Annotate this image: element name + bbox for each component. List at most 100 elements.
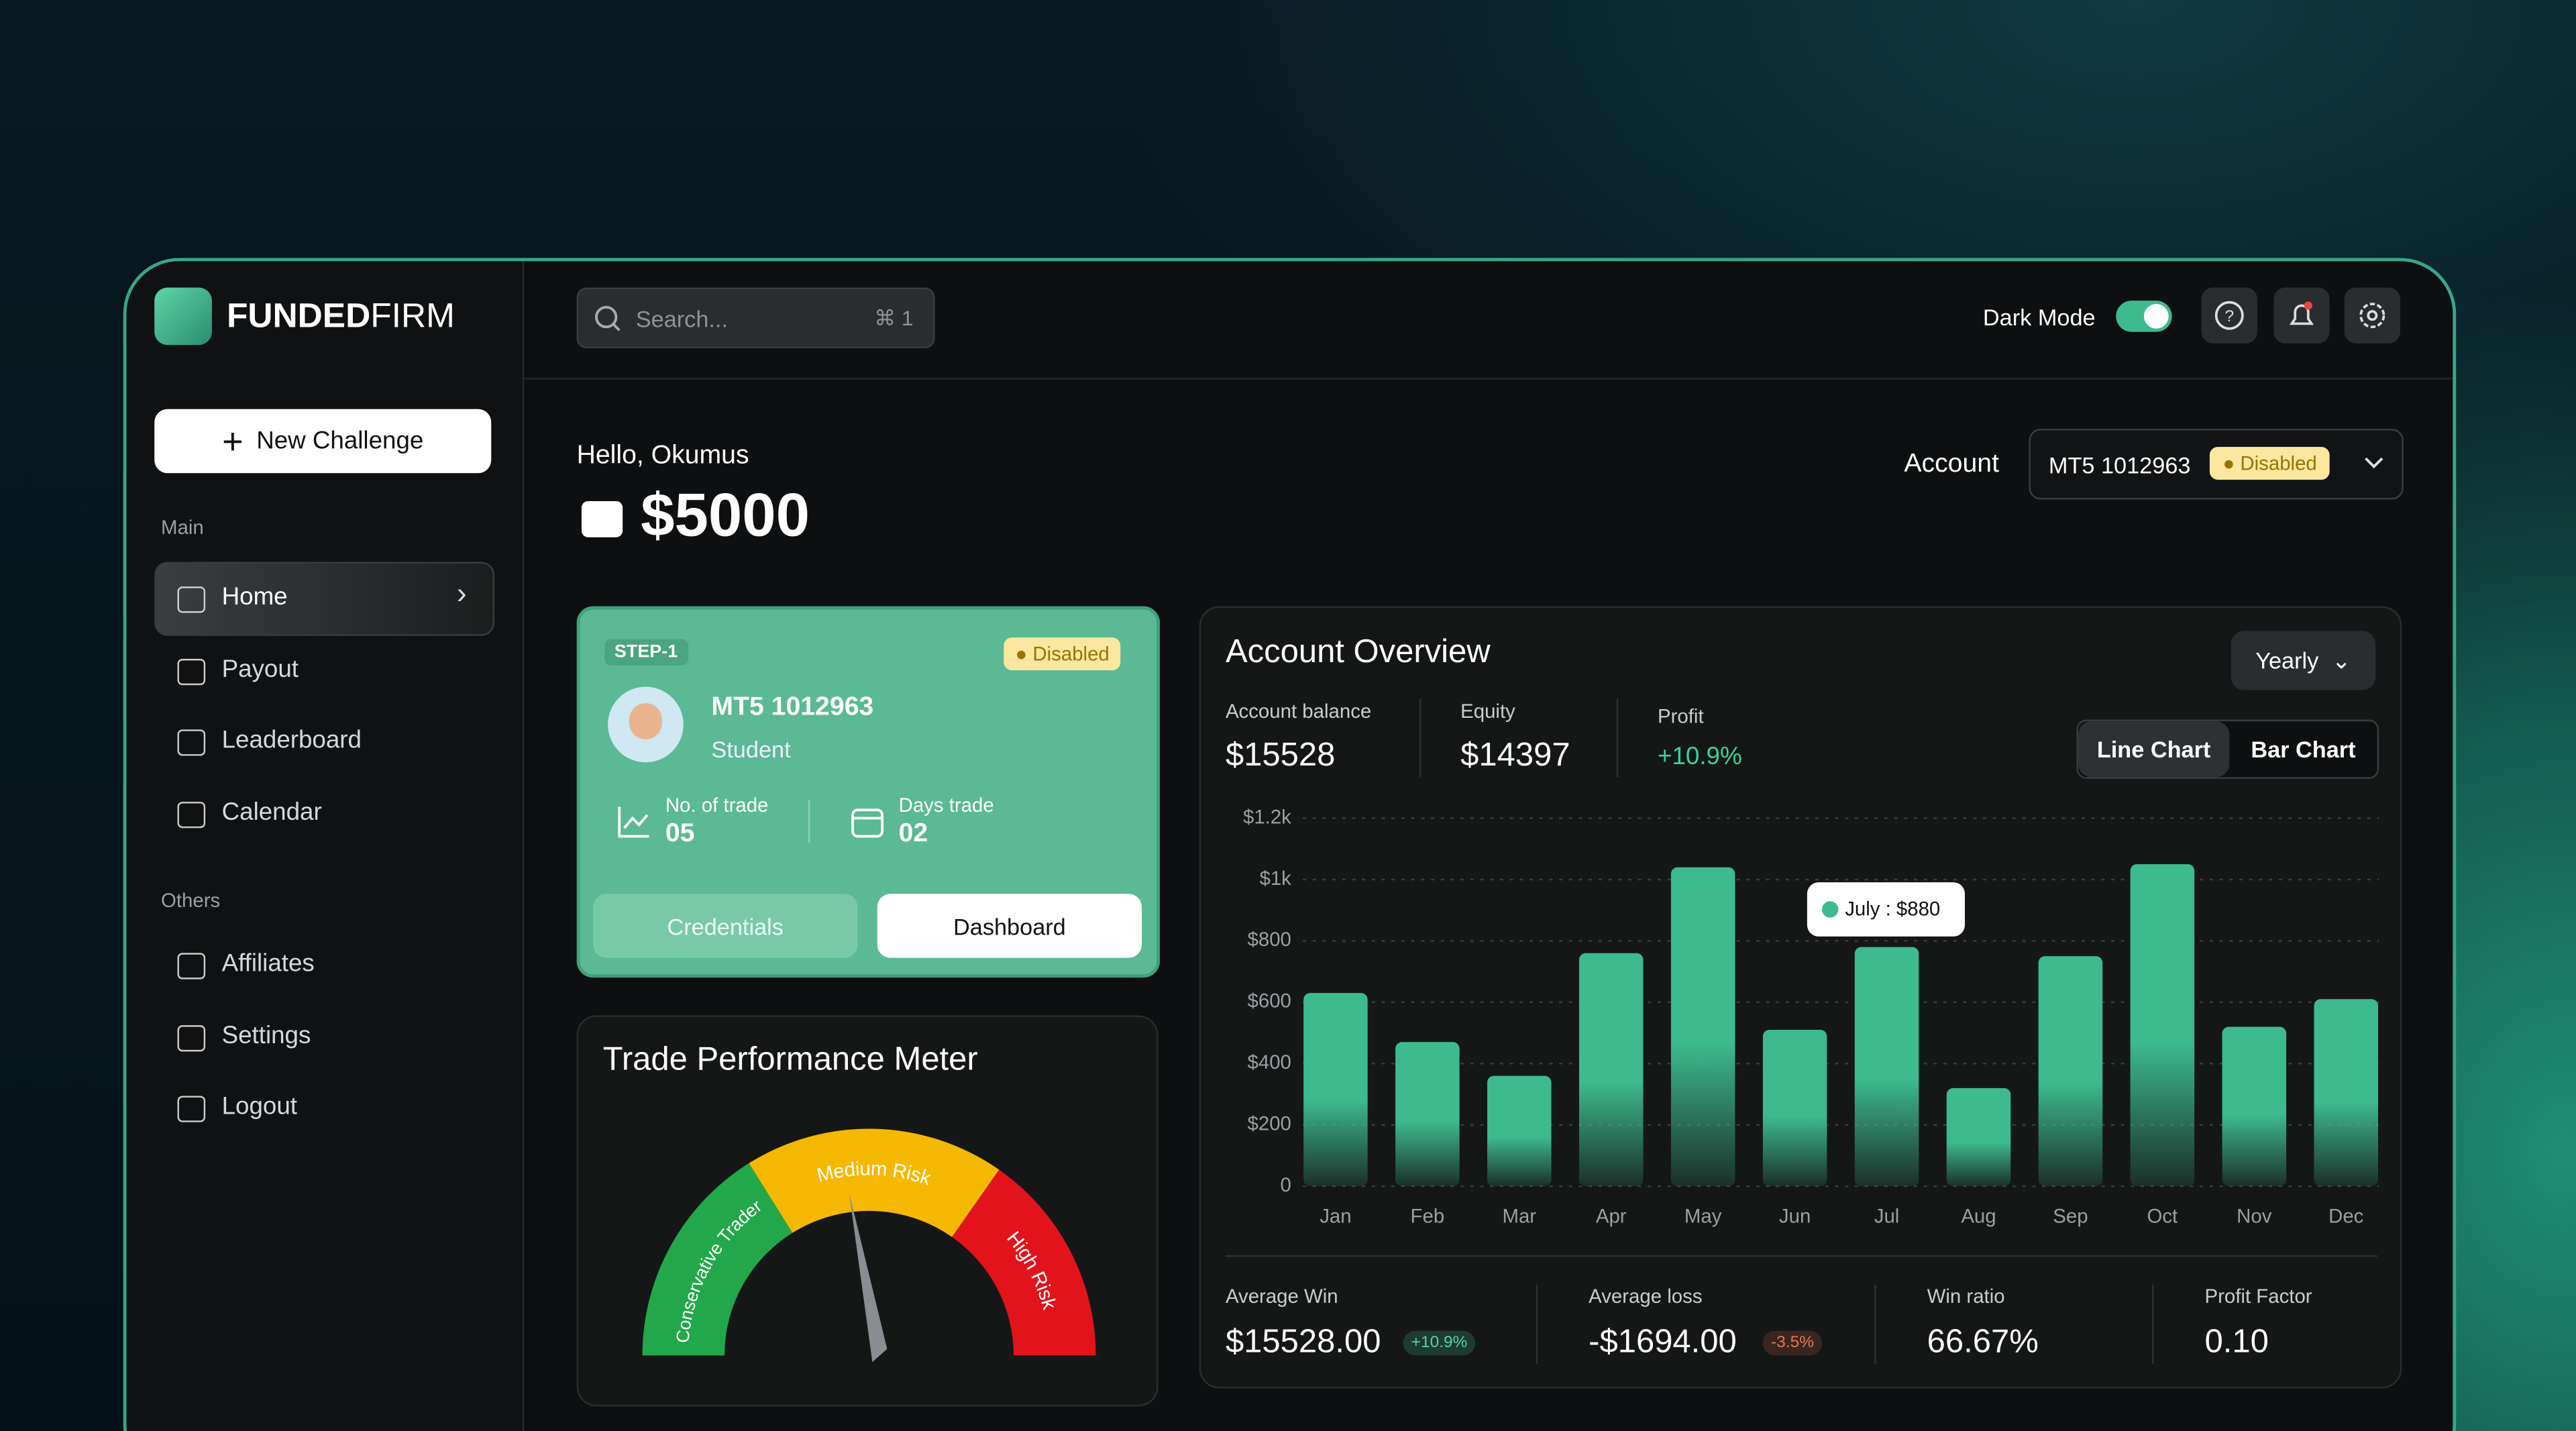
- search-box[interactable]: Search... ⌘ 1: [576, 287, 935, 349]
- nav-icon: [177, 657, 206, 685]
- summary-label: Profit Factor: [2204, 1285, 2312, 1308]
- chart-icon: [618, 806, 649, 838]
- greeting: Hello, Okumus: [576, 441, 749, 470]
- dropdown-icon: [2365, 457, 2383, 469]
- nav-icon: [177, 800, 206, 828]
- period-select[interactable]: Yearly ⌄: [2231, 631, 2376, 690]
- divider: [1536, 1285, 1538, 1364]
- step-card: STEP-1 ● Disabled MT5 1012963 Student No…: [576, 606, 1160, 978]
- divider: [1419, 698, 1421, 778]
- gear-icon: [2359, 303, 2385, 329]
- app-window: FUNDEDFIRM + New Challenge Main › Others …: [123, 258, 2457, 1431]
- avatar: [608, 686, 684, 763]
- logo: [154, 287, 212, 346]
- toggle-label: Bar Chart: [2251, 736, 2356, 763]
- summary-label: Average Win: [1225, 1285, 1338, 1308]
- summary-label: Win ratio: [1927, 1285, 2005, 1308]
- change-badge: -3.5%: [1762, 1330, 1823, 1356]
- meter-card: Trade Performance Meter Conservative Tra…: [576, 1015, 1159, 1407]
- bell-icon: [2289, 301, 2314, 325]
- step-badge: STEP-1: [604, 639, 688, 666]
- wallet-icon: [581, 500, 623, 537]
- new-challenge-button[interactable]: + New Challenge: [154, 409, 492, 474]
- nav-icon: [177, 586, 206, 613]
- help-icon: ?: [2214, 301, 2244, 330]
- nav-item[interactable]: Logout: [221, 1092, 297, 1121]
- nav-icon: [177, 1096, 206, 1122]
- svg-text:?: ?: [2224, 307, 2234, 325]
- account-id: MT5 1012963: [2048, 452, 2191, 478]
- change-badge: +10.9%: [1403, 1330, 1476, 1356]
- button-label: Credentials: [667, 912, 784, 939]
- status-badge: ● Disabled: [1004, 637, 1121, 671]
- plus-icon: +: [222, 419, 244, 461]
- divider: [524, 378, 2453, 380]
- nav-icon: [177, 1024, 206, 1051]
- summary-value: 66.67%: [1927, 1324, 2039, 1361]
- shortcut: ⌘ 1: [874, 305, 914, 331]
- notification-button[interactable]: [2273, 287, 2330, 343]
- divider: [2152, 1285, 2154, 1364]
- gauge-segment: [642, 1163, 793, 1356]
- account-select[interactable]: MT5 1012963 ● Disabled: [2029, 429, 2404, 500]
- section-label: Main: [161, 515, 204, 539]
- summary-label: Average loss: [1589, 1285, 1703, 1308]
- overview-title: Account Overview: [1225, 634, 1491, 671]
- search-placeholder: Search...: [635, 305, 728, 332]
- stat-value: $15528: [1225, 737, 1336, 774]
- dashboard-button[interactable]: Dashboard: [877, 894, 1142, 958]
- nav-item[interactable]: Affiliates: [221, 949, 315, 978]
- toggle-option[interactable]: Line Chart: [2078, 721, 2230, 778]
- stat-value: $14397: [1460, 737, 1570, 774]
- divider: [808, 800, 810, 843]
- summary-value: -$1694.00: [1589, 1324, 1737, 1361]
- toggle-option[interactable]: Bar Chart: [2229, 721, 2377, 777]
- settings-button[interactable]: [2344, 287, 2400, 343]
- balance: $5000: [641, 481, 810, 549]
- account-label: Account: [1904, 450, 1999, 478]
- nav-item[interactable]: Home: [221, 583, 288, 612]
- button-label: New Challenge: [256, 427, 424, 456]
- nav-item[interactable]: Calendar: [221, 797, 322, 826]
- gauge-segment: [952, 1169, 1096, 1356]
- toggle-label: Line Chart: [2096, 736, 2211, 763]
- divider: [1616, 698, 1619, 778]
- avatar-face: [629, 703, 662, 740]
- card-account-id: MT5 1012963: [711, 693, 874, 722]
- nav-item[interactable]: Settings: [221, 1021, 311, 1049]
- stat-value: +10.9%: [1658, 742, 1742, 771]
- stat-label: Account balance: [1225, 700, 1372, 723]
- button-label: Dashboard: [953, 912, 1066, 939]
- calendar-icon: [851, 808, 884, 838]
- status-badge: ● Disabled: [2209, 447, 2330, 480]
- chevron: ›: [456, 576, 467, 610]
- summary-value: 0.10: [2204, 1324, 2269, 1361]
- stat-label: Days trade: [898, 793, 994, 817]
- credentials-button[interactable]: Credentials: [593, 894, 858, 958]
- sidebar: FUNDEDFIRM + New Challenge Main › Others …: [126, 261, 525, 1431]
- dark-mode-toggle[interactable]: [2116, 301, 2172, 332]
- nav-icon: [177, 729, 206, 756]
- nav-icon: [177, 953, 206, 979]
- help-button[interactable]: ?: [2201, 287, 2257, 343]
- nav-item[interactable]: Payout: [221, 654, 299, 683]
- role: Student: [711, 736, 791, 763]
- overview-card: Account Overview Yearly ⌄ Line Chart Bar …: [1199, 606, 2402, 1389]
- stat-label: Equity: [1460, 700, 1515, 723]
- meter-title: Trade Performance Meter: [602, 1041, 978, 1078]
- nav-item[interactable]: Leaderboard: [221, 726, 362, 755]
- stat-label: No. of trade: [665, 793, 769, 817]
- toggle-knob: [2143, 304, 2169, 329]
- brand-light: FIRM: [370, 297, 455, 335]
- period-label: Yearly: [2255, 647, 2319, 674]
- summary-value: $15528.00: [1225, 1324, 1381, 1361]
- dropdown-icon: ⌄: [2331, 646, 2351, 673]
- dark-mode-label: Dark Mode: [1982, 304, 2096, 331]
- section-label: Others: [161, 888, 221, 912]
- search-icon: [595, 306, 621, 331]
- stat-label: Profit: [1658, 704, 1704, 728]
- divider: [1874, 1285, 1876, 1364]
